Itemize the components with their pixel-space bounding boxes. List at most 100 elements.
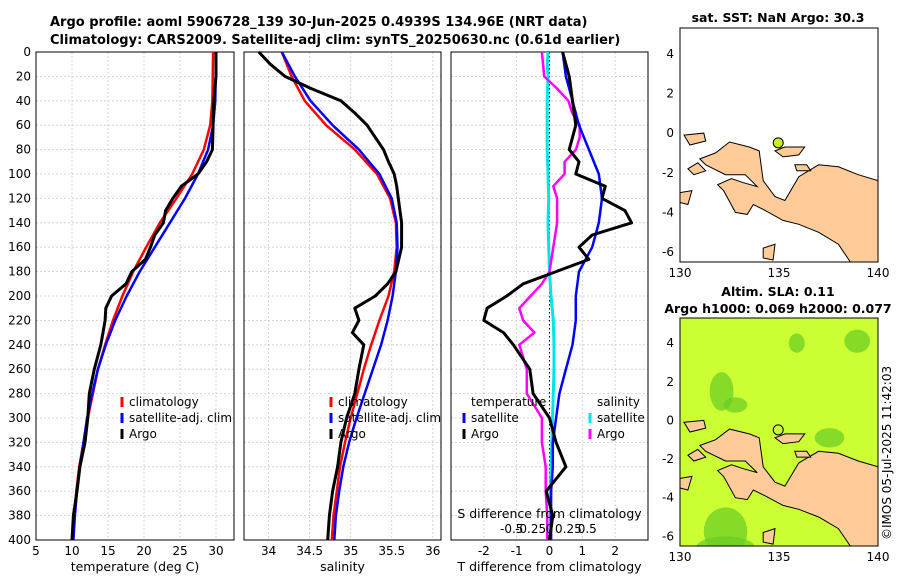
salinity-legend-label: Argo: [338, 427, 366, 441]
y-tick-label: 380: [8, 509, 31, 523]
y-tick-label: 140: [8, 216, 31, 230]
sla-patch: [696, 536, 755, 546]
y-tick-label: 40: [16, 94, 31, 108]
x-tick-label: 0: [546, 544, 554, 558]
x-tick-label: 36: [425, 544, 440, 558]
argo-temp-line: [70, 52, 218, 541]
map-y-tick-label: 0: [666, 413, 674, 427]
y-tick-label: 400: [8, 533, 31, 547]
x-tick-label: 1: [579, 544, 587, 558]
map-x-tick-label: 135: [768, 550, 791, 564]
y-tick-label: 60: [16, 118, 31, 132]
map-frame: [679, 27, 879, 263]
map-frame: [679, 317, 879, 547]
y-tick-label: 180: [8, 265, 31, 279]
land-island: [794, 164, 812, 172]
land-island: [687, 162, 707, 176]
argo-salinity-line: [257, 50, 404, 541]
map-x-tick-label: 140: [867, 266, 890, 280]
y-tick-label: 200: [8, 289, 31, 303]
salinity-legend-label: climatology: [338, 395, 408, 409]
y-tick-label: 160: [8, 240, 31, 254]
temp-satellite-diff-line: [549, 51, 604, 540]
axes-frame: [35, 51, 235, 541]
salinity-diff-axis-label: S difference from climatology: [457, 506, 642, 521]
x-tick-label: -2: [478, 544, 490, 558]
map-y-tick-label: -4: [662, 205, 674, 219]
x-tick-label: 2: [611, 544, 619, 558]
temp-argo-diff-line: [482, 51, 634, 541]
tdiff-legend-label: Argo: [471, 427, 499, 441]
y-tick-label: 220: [8, 313, 31, 327]
land-island: [680, 189, 693, 206]
map-y-tick-label: 2: [666, 86, 674, 100]
y-tick-label: 120: [8, 191, 31, 205]
land-new-guinea: [698, 141, 878, 262]
sst_map: 130 135 140 -6 -4 -2 0 2 4: [662, 27, 890, 280]
x-tick-label: -1: [511, 544, 523, 558]
salinity-diff-tick-label: 0.5: [578, 522, 597, 536]
sla-patch: [814, 428, 845, 448]
y-tick-label: 0: [23, 45, 31, 59]
salinity-satellite-diff-line: [545, 51, 556, 540]
land-new-guinea: [698, 428, 878, 546]
land-island: [762, 243, 776, 261]
x-tick-label: 35.5: [378, 544, 405, 558]
y-tick-label: 80: [16, 143, 31, 157]
tdiff-legend-label: satellite: [471, 411, 519, 425]
map-y-tick-label: 4: [666, 336, 674, 350]
x-axis-label: temperature (deg C): [71, 559, 200, 574]
sla_map: 130 135 140 -6 -4 -2 0 2 4: [662, 317, 890, 564]
salinity-diff-tick-label: 0.25: [555, 522, 582, 536]
map-y-tick-label: 4: [666, 47, 674, 61]
figure-title-line2: Climatology: CARS2009. Satellite-adj cli…: [50, 33, 621, 48]
map-x-tick-label: 130: [669, 266, 692, 280]
satellite-salinity-line: [280, 51, 399, 541]
land-island: [683, 419, 707, 433]
x-axis-label: T difference from climatology: [456, 559, 642, 574]
sla-map-title-line1: Altim. SLA: 0.11: [721, 284, 834, 299]
sla-patch: [703, 507, 748, 546]
imos-timestamp: ©IMOS 05-Jul-2025 11:42:03: [880, 365, 894, 540]
salinity-diff-tick-label: -0.25: [515, 522, 546, 536]
map-y-tick-label: -2: [662, 452, 674, 466]
land-island: [773, 146, 806, 158]
x-tick-label: 25: [172, 544, 187, 558]
argo-position-marker: [772, 424, 784, 436]
salinity-legend-label: satellite-adj. clim: [338, 411, 441, 425]
temp-legend-label: satellite-adj. clim: [129, 411, 232, 425]
x-tick-label: 20: [136, 544, 151, 558]
y-tick-label: 340: [8, 460, 31, 474]
land-island: [762, 527, 776, 545]
x-axis-label: salinity: [320, 559, 365, 574]
y-tick-label: 280: [8, 387, 31, 401]
argo-position-marker: [772, 137, 784, 149]
sdiff-legend-label: satellite: [597, 411, 645, 425]
map-y-tick-label: -6: [662, 245, 674, 259]
sst-map-title: sat. SST: NaN Argo: 30.3: [692, 10, 865, 25]
x-tick-label: 34.5: [296, 544, 323, 558]
sdiff-legend-label: Argo: [597, 427, 625, 441]
axes-frame: [243, 51, 442, 541]
x-tick-label: 34: [261, 544, 276, 558]
y-tick-label: 260: [8, 362, 31, 376]
y-tick-label: 20: [16, 69, 31, 83]
tdiff-legend-label: temperature: [471, 395, 546, 409]
sdiff-legend-label: salinity: [597, 395, 640, 409]
salinity-diff-tick-label: -0.5: [500, 522, 523, 536]
x-tick-label: 10: [64, 544, 79, 558]
y-tick-label: 300: [8, 411, 31, 425]
map-y-tick-label: 0: [666, 126, 674, 140]
y-tick-label: 240: [8, 338, 31, 352]
map-x-tick-label: 135: [768, 266, 791, 280]
map-body: [680, 318, 878, 546]
x-tick-label: 35: [343, 544, 358, 558]
sla-patch: [723, 397, 748, 413]
temp-legend-label: Argo: [129, 427, 157, 441]
x-tick-label: 5: [32, 544, 40, 558]
y-tick-label: 320: [8, 435, 31, 449]
map-y-tick-label: -2: [662, 166, 674, 180]
y-tick-label: 360: [8, 484, 31, 498]
map-x-tick-label: 140: [867, 550, 890, 564]
